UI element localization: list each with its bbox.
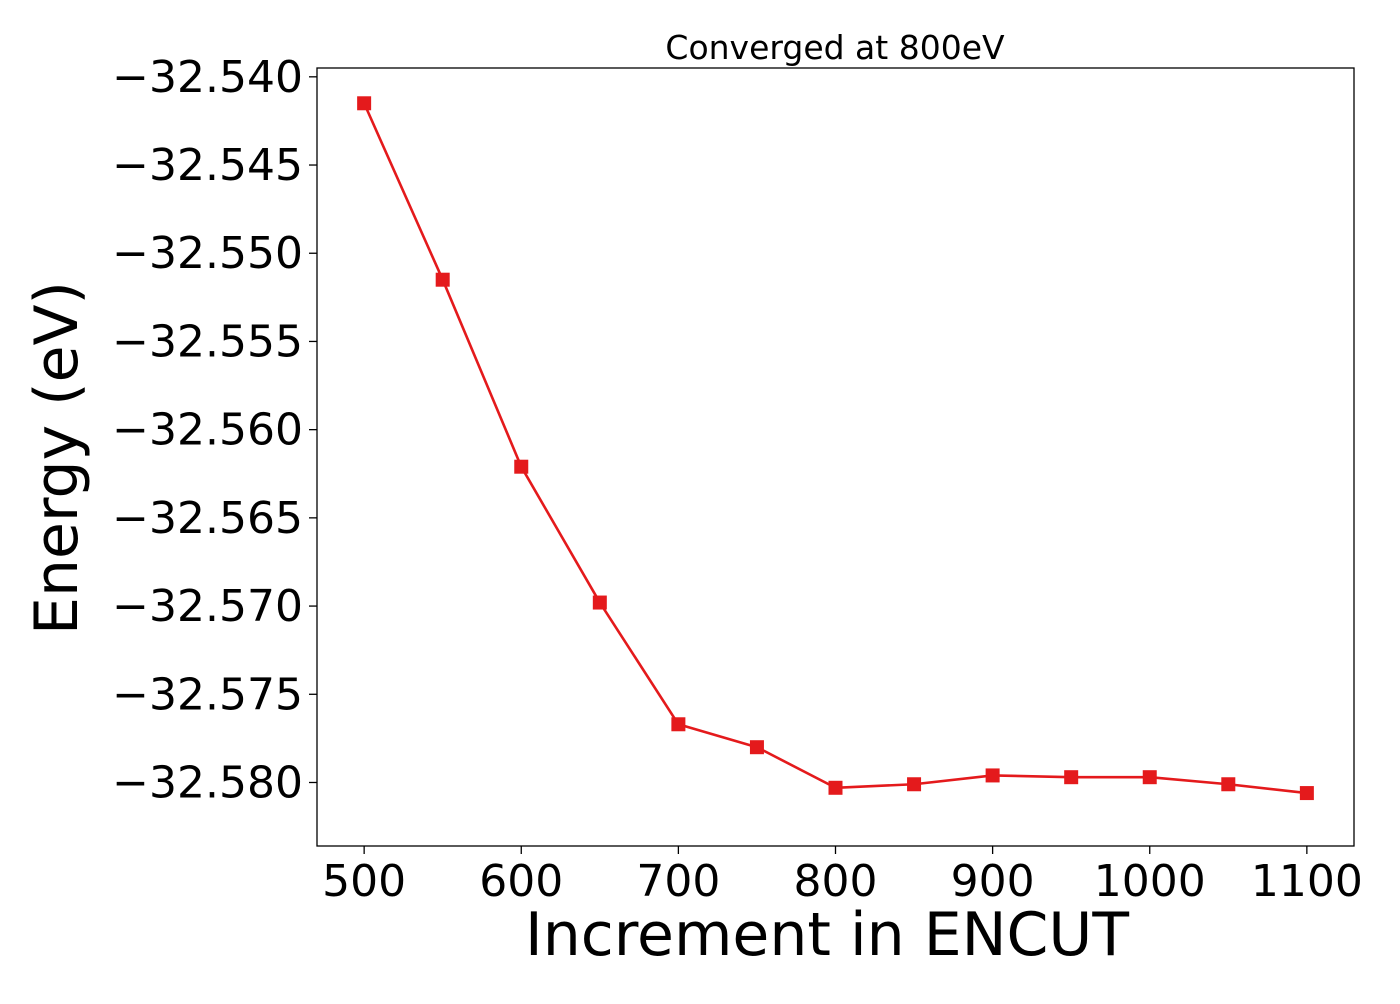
y-tick-label: −32.550 [112, 228, 303, 279]
data-point-marker [435, 272, 450, 287]
data-point-marker [749, 740, 764, 755]
data-point-marker [592, 595, 607, 610]
chart-title: Converged at 800eV [665, 28, 1005, 67]
data-point-marker [1299, 786, 1314, 801]
x-tick-label: 1000 [1094, 856, 1206, 907]
data-point-marker [1064, 770, 1079, 785]
x-axis-label: Increment in ENCUT [525, 900, 1129, 970]
y-axis-ticks: −32.540 −32.545 −32.550 −32.555 −32.560 −32.5… [112, 52, 317, 808]
y-axis-label: Energy (eV) [22, 281, 92, 635]
y-tick-label: −32.555 [112, 316, 303, 367]
x-axis-ticks: 500 600 700 800 900 1000 1100 [322, 846, 1363, 907]
y-tick-label: −32.575 [112, 669, 303, 720]
series-layer [357, 96, 1314, 801]
data-point-marker [985, 768, 1000, 783]
data-point-marker [1142, 770, 1157, 785]
plot-frame [316, 67, 1355, 847]
y-tick-label: −32.540 [112, 52, 303, 103]
x-tick-label: 1100 [1251, 856, 1363, 907]
series-line [362, 102, 1308, 795]
data-point-marker [828, 780, 843, 795]
y-tick-label: −32.560 [112, 405, 303, 456]
x-tick-label: 700 [636, 856, 720, 907]
x-tick-label: 800 [794, 856, 878, 907]
data-point-marker [357, 96, 372, 111]
x-tick-label: 900 [951, 856, 1035, 907]
y-tick-label: −32.570 [112, 581, 303, 632]
data-point-marker [1221, 777, 1236, 792]
y-tick-label: −32.580 [112, 757, 303, 808]
data-point-marker [671, 717, 686, 732]
y-tick-label: −32.565 [112, 493, 303, 544]
x-tick-label: 500 [322, 856, 406, 907]
data-point-marker [514, 459, 529, 474]
y-tick-label: −32.545 [112, 140, 303, 191]
x-tick-label: 600 [479, 856, 563, 907]
data-point-marker [907, 777, 922, 792]
